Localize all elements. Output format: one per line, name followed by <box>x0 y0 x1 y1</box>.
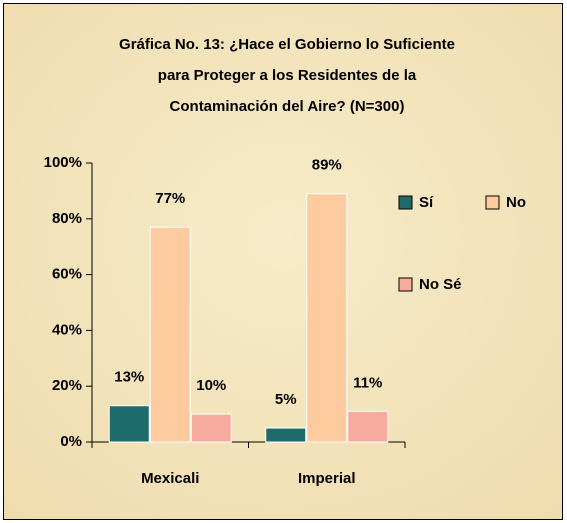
value-label: 13% <box>114 369 144 386</box>
legend-label: No <box>506 194 526 211</box>
value-label: 10% <box>196 377 226 394</box>
legend-label: Sí <box>419 194 434 211</box>
legend-swatch <box>398 277 413 292</box>
y-tick-label: 40% <box>52 321 82 338</box>
y-tick-label: 60% <box>52 266 82 283</box>
value-label: 89% <box>312 157 342 174</box>
legend-swatch <box>398 195 413 210</box>
bar <box>347 410 389 443</box>
bar <box>108 405 150 443</box>
chart-title: Gráfica No. 13: ¿Hace el Gobierno lo Suf… <box>119 36 455 53</box>
value-label: 5% <box>275 391 297 408</box>
y-tick-label: 80% <box>52 210 82 227</box>
legend-label: No Sé <box>419 276 462 293</box>
bar <box>265 427 307 443</box>
y-tick-label: 0% <box>60 433 82 450</box>
value-label: 77% <box>155 190 185 207</box>
chart-title: Contaminación del Aire? (N=300) <box>170 98 405 115</box>
bar <box>306 193 348 443</box>
x-tick-label: Mexicali <box>141 470 199 487</box>
y-tick-label: 20% <box>52 377 82 394</box>
value-label: 11% <box>353 374 382 391</box>
bar <box>149 226 191 443</box>
legend-swatch <box>485 195 500 210</box>
bar <box>190 413 232 443</box>
chart-title: para Proteger a los Residentes de la <box>158 67 417 84</box>
y-tick-label: 100% <box>44 154 82 171</box>
x-tick-label: Imperial <box>298 470 356 487</box>
